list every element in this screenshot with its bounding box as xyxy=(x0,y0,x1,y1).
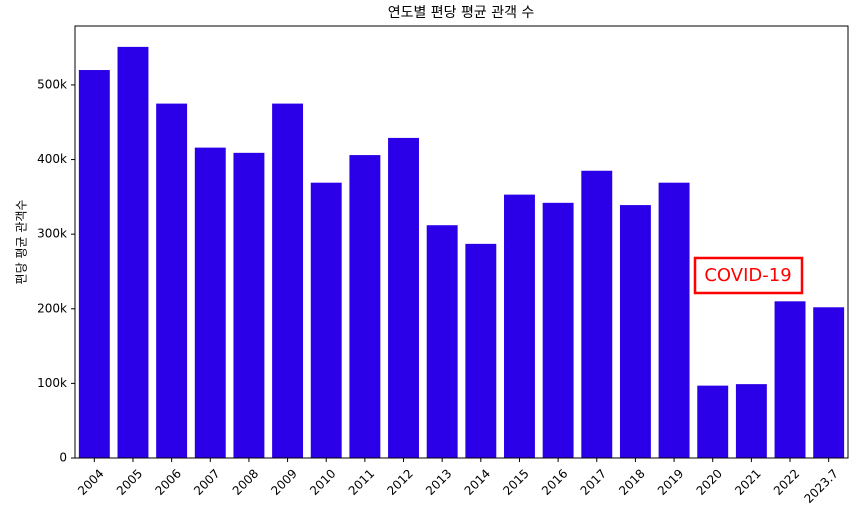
x-tick-label: 2013 xyxy=(423,466,454,497)
bar xyxy=(619,205,651,458)
bar xyxy=(156,103,188,458)
x-tick-label: 2022 xyxy=(771,466,802,497)
x-tick-label: 2005 xyxy=(114,466,145,497)
bar xyxy=(194,147,226,458)
bar xyxy=(117,46,149,458)
bar xyxy=(581,170,613,459)
bar xyxy=(465,243,497,458)
x-tick-label: 2007 xyxy=(191,466,222,497)
y-tick-label: 400k xyxy=(37,152,67,166)
bar xyxy=(349,155,381,459)
bar xyxy=(735,384,767,458)
x-tick-label: 2023.7 xyxy=(801,466,841,506)
bar xyxy=(658,182,690,458)
x-tick-label: 2015 xyxy=(500,466,531,497)
bar xyxy=(542,202,574,458)
bar xyxy=(78,70,110,459)
bar xyxy=(813,307,845,458)
bar xyxy=(233,152,265,459)
bar xyxy=(774,301,806,458)
x-tick-label: 2018 xyxy=(616,466,647,497)
annotation-box xyxy=(693,256,804,295)
annotation: COVID-19 xyxy=(704,265,791,286)
x-tick-label: 2020 xyxy=(694,466,725,497)
x-tick-label: 2017 xyxy=(578,466,609,497)
x-tick-label: 2019 xyxy=(655,466,686,497)
x-tick-label: 2014 xyxy=(462,466,493,497)
bar xyxy=(272,103,304,458)
bar xyxy=(388,137,419,458)
bar xyxy=(426,225,458,458)
bar xyxy=(504,194,535,458)
y-axis-label: 편당 평균 관객수 xyxy=(15,200,29,285)
x-tick-label: 2009 xyxy=(268,466,299,497)
x-tick-label: 2012 xyxy=(384,466,415,497)
x-tick-label: 2008 xyxy=(230,466,261,497)
axes-frame xyxy=(74,25,849,459)
x-tick-label: 2011 xyxy=(346,466,377,497)
bar xyxy=(697,385,729,458)
y-tick-label: 0 xyxy=(59,451,67,465)
chart-title: 연도별 편당 평균 관객 수 xyxy=(388,5,535,21)
x-tick-label: 2004 xyxy=(75,466,106,497)
bar xyxy=(310,182,342,458)
y-tick-label: 100k xyxy=(37,376,67,390)
x-tick-label: 2010 xyxy=(307,466,338,497)
x-tick-label: 2006 xyxy=(152,466,183,497)
y-tick-label: 300k xyxy=(37,227,67,241)
y-tick-label: 200k xyxy=(37,301,67,315)
x-tick-label: 2021 xyxy=(732,466,763,497)
x-tick-label: 2016 xyxy=(539,466,570,497)
y-tick-label: 500k xyxy=(37,77,67,91)
